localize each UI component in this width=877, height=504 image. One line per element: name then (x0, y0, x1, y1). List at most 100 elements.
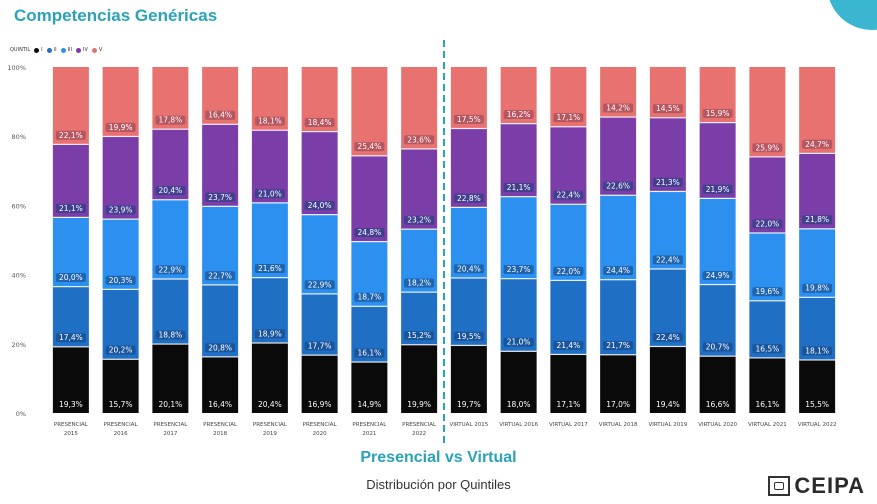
data-label: 18,8% (158, 330, 182, 339)
data-label-bg (503, 337, 534, 347)
bar-segment (102, 135, 139, 219)
page-title: Competencias Genéricas (14, 6, 218, 25)
x-tick-label: PRESENCIAL (104, 422, 139, 428)
data-label-bg (354, 228, 385, 238)
data-label: 22,0% (556, 267, 580, 276)
data-label: 20,2% (109, 346, 133, 355)
data-label: 18,9% (258, 329, 282, 338)
segment-separator (401, 227, 438, 230)
data-label: 16,4% (208, 400, 232, 409)
data-label: 18,2% (407, 279, 431, 288)
data-label: 17,5% (457, 115, 481, 124)
data-label-bg (354, 348, 385, 358)
data-label: 16,1% (755, 400, 779, 409)
legend-item-iv: IV (76, 47, 88, 53)
bar-segment (152, 343, 189, 413)
bar-segment (799, 359, 836, 413)
x-tick-label: PRESENCIAL (54, 422, 89, 428)
data-label-bg (652, 255, 683, 265)
bar-segment (102, 358, 139, 413)
bar-segment (500, 196, 537, 279)
x-tick-label: 2018 (213, 431, 227, 437)
data-label-bg (453, 114, 484, 124)
legend-label-iii: III (67, 47, 72, 53)
data-label-bg (155, 186, 186, 196)
legend-title: QUINTIL (10, 47, 31, 53)
data-label-bg (503, 110, 534, 120)
data-label: 24,8% (357, 228, 381, 237)
ceipa-logo-icon (768, 476, 791, 496)
data-label-bg (603, 103, 634, 113)
x-tick-label: 2019 (263, 431, 277, 437)
data-label-bg (553, 113, 584, 123)
segment-separator (749, 155, 786, 158)
bar-segment (699, 197, 736, 284)
data-label-bg (802, 215, 833, 225)
data-label: 15,2% (407, 331, 431, 340)
y-tick-label: 80% (12, 133, 26, 141)
data-label-bg (105, 345, 136, 355)
data-label: 21,9% (706, 185, 730, 194)
data-label-bg (254, 329, 285, 339)
x-tick-label: 2017 (163, 431, 177, 437)
data-label: 25,4% (357, 142, 381, 151)
data-label: 18,4% (308, 118, 332, 127)
data-label-bg (652, 177, 683, 187)
x-tick-label: VIRTUAL 2022 (798, 422, 837, 428)
legend-item-v: V (91, 47, 102, 53)
data-label-bg (254, 116, 285, 126)
data-label: 17,1% (556, 400, 580, 409)
data-label: 23,6% (407, 135, 431, 144)
x-tick-label: PRESENCIAL (352, 422, 387, 428)
bar-segment (550, 353, 587, 413)
data-label: 22,0% (755, 219, 779, 228)
data-label-bg (752, 219, 783, 229)
bar-segment (251, 342, 288, 413)
data-label: 21,1% (59, 204, 83, 213)
bar-segment (749, 67, 786, 157)
x-tick-label: VIRTUAL 2017 (549, 422, 588, 428)
data-label-bg (553, 340, 584, 350)
data-label-bg (553, 266, 584, 276)
bar-segment (351, 67, 388, 156)
data-label-bg (304, 341, 335, 351)
data-label-bg (752, 344, 783, 354)
data-label: 16,2% (507, 110, 531, 119)
data-label: 22,1% (59, 131, 83, 140)
data-label: 19,9% (109, 123, 133, 132)
data-label-bg (155, 115, 186, 125)
legend-swatch-v (91, 47, 97, 53)
data-label: 20,0% (59, 273, 83, 282)
bar-segment (401, 344, 438, 413)
data-label: 21,0% (507, 338, 531, 347)
data-label: 19,3% (59, 400, 83, 409)
data-label: 24,9% (706, 271, 730, 280)
data-label: 20,4% (258, 400, 282, 409)
legend-item-i: I (34, 47, 43, 53)
x-tick-label: 2021 (362, 431, 376, 437)
data-label-bg (105, 275, 136, 285)
data-label: 22,4% (556, 191, 580, 200)
data-label: 20,4% (457, 264, 481, 273)
segment-separator (351, 360, 388, 363)
data-label-bg (603, 181, 634, 191)
data-label: 14,5% (656, 104, 680, 113)
data-label: 23,7% (208, 193, 232, 202)
x-tick-label: PRESENCIAL (203, 422, 238, 428)
data-label: 14,2% (606, 103, 630, 112)
data-label: 15,5% (805, 400, 829, 409)
x-tick-label: 2016 (114, 431, 128, 437)
bar-segment (351, 361, 388, 413)
bar-segment (202, 205, 239, 285)
legend-label-iv: IV (83, 47, 88, 53)
bar-segment (301, 131, 338, 215)
data-label: 17,7% (308, 342, 332, 351)
data-label: 22,7% (208, 271, 232, 280)
data-label: 24,4% (606, 266, 630, 275)
legend-swatch-iii (60, 47, 66, 53)
x-tick-label: VIRTUAL 2018 (599, 422, 638, 428)
legend-item-ii: II (46, 47, 57, 53)
footer-title: Presencial vs Virtual (360, 449, 517, 466)
data-label-bg (254, 264, 285, 274)
data-label-bg (304, 118, 335, 128)
